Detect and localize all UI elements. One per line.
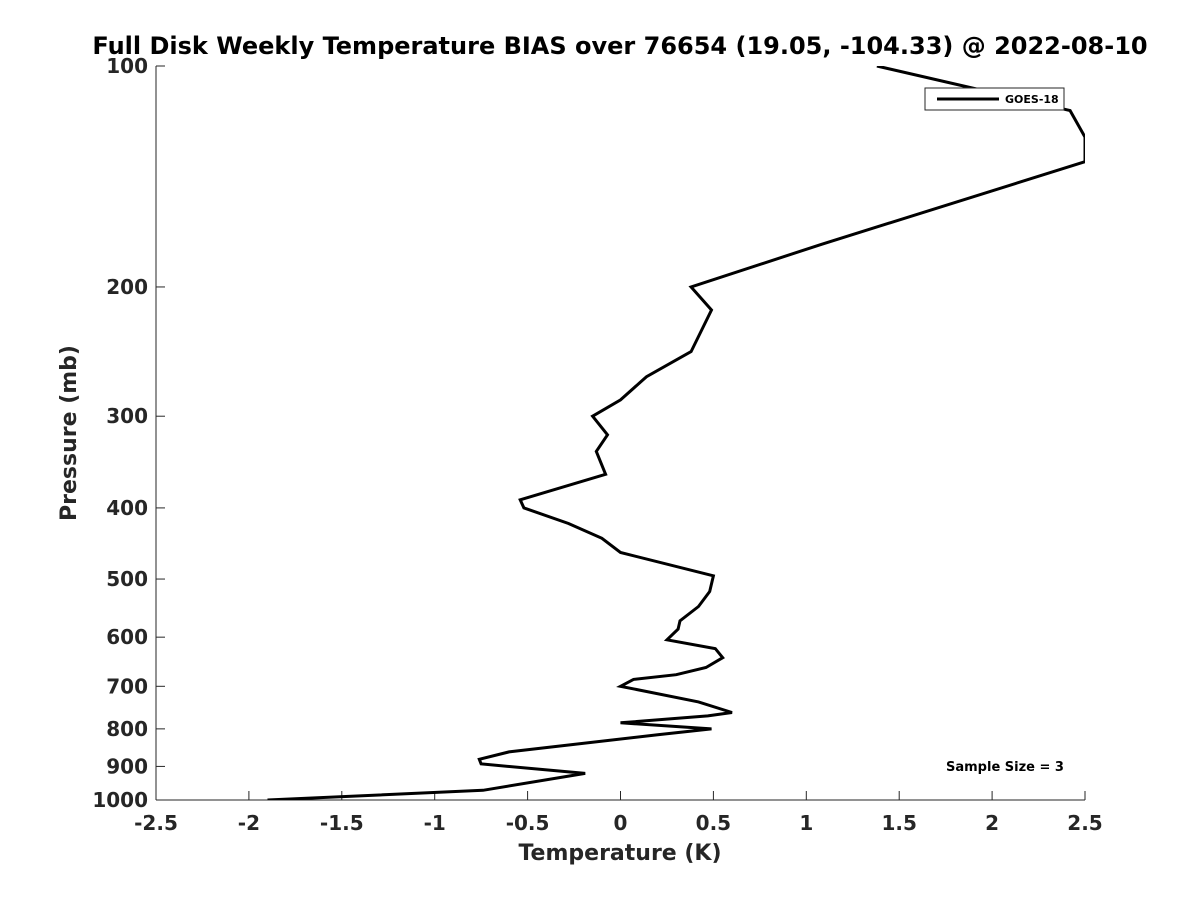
x-tick-label: 2.5 — [1067, 811, 1102, 835]
y-tick-label: 1000 — [92, 788, 148, 812]
x-tick-label: 1.5 — [881, 811, 916, 835]
x-tick-label: 0 — [614, 811, 628, 835]
y-tick-label: 700 — [106, 674, 148, 698]
chart-title: Full Disk Weekly Temperature BIAS over 7… — [92, 32, 1147, 60]
y-axis-label: Pressure (mb) — [57, 345, 82, 521]
x-tick-label: -1.5 — [320, 811, 364, 835]
series-line-goes-18 — [267, 66, 1085, 800]
y-tick-label: 900 — [106, 754, 148, 778]
x-tick-label: -1 — [424, 811, 446, 835]
legend-label: GOES-18 — [1005, 93, 1059, 106]
sample-size-annotation: Sample Size = 3 — [946, 760, 1064, 775]
y-axis-ticks: 100 200 300 400 500 600 700 800 900 1000 — [92, 54, 165, 812]
x-tick-label: 0.5 — [696, 811, 731, 835]
axes — [155, 66, 1085, 801]
legend: GOES-18 — [924, 87, 1065, 111]
y-tick-label: 500 — [106, 567, 148, 591]
x-tick-label: -2.5 — [134, 811, 178, 835]
x-axis-ticks: -2.5 -2 -1.5 -1 -0.5 0 0.5 1 1.5 2 2.5 — [134, 791, 1103, 835]
y-tick-label: 200 — [106, 275, 148, 299]
y-tick-label: 300 — [106, 404, 148, 428]
y-tick-label: 600 — [106, 625, 148, 649]
x-tick-label: -0.5 — [506, 811, 550, 835]
y-tick-label: 800 — [106, 717, 148, 741]
x-tick-label: -2 — [238, 811, 260, 835]
y-tick-label: 400 — [106, 496, 148, 520]
x-axis-label: Temperature (K) — [518, 841, 721, 866]
x-tick-label: 1 — [799, 811, 813, 835]
x-tick-label: 2 — [985, 811, 999, 835]
y-tick-label: 100 — [106, 54, 148, 78]
series-layer — [267, 66, 1085, 800]
